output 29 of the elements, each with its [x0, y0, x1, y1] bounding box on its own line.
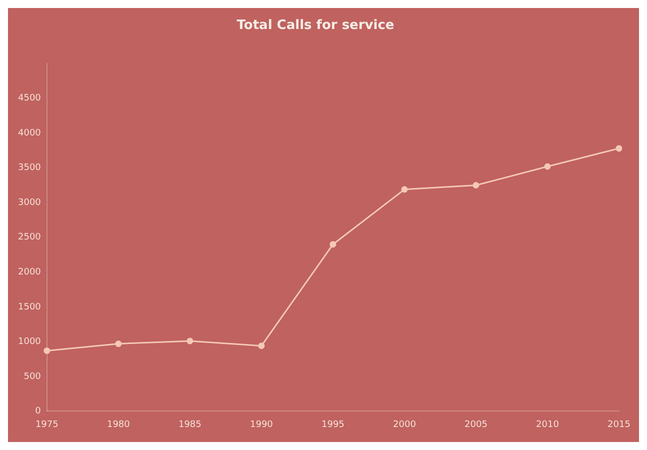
point	[186, 338, 194, 344]
y-tick-label: 2500	[18, 232, 42, 243]
x-tick-label: 2000	[393, 420, 416, 430]
y-tick-label: 4500	[18, 94, 42, 104]
y-tick-label: 1500	[18, 302, 42, 312]
point	[401, 186, 408, 193]
y-tick-label: 1000	[18, 337, 42, 348]
point	[44, 347, 50, 354]
y-tick-label: 2000	[18, 268, 42, 278]
chart-title: Total Calls for service	[236, 18, 394, 34]
x-tick-label: 1985	[178, 420, 202, 430]
x-tick-label: 1995	[322, 420, 344, 430]
point	[616, 145, 622, 152]
x-tick-label: 2010	[536, 420, 560, 430]
x-tick-label: 2015	[608, 420, 630, 430]
x-tick-label: 1980	[106, 420, 130, 430]
y-tick-label: 4000	[18, 128, 42, 138]
point	[544, 163, 551, 170]
y-tick-label: 3500	[18, 163, 42, 174]
y-tick-label: 500	[24, 372, 42, 382]
x-tick-label: 2005	[464, 420, 488, 430]
point	[258, 342, 265, 350]
point	[115, 340, 122, 348]
x-tick-label: 1990	[250, 420, 274, 430]
point	[472, 182, 480, 189]
y-tick-label: 0	[35, 406, 42, 417]
y-tick-label: 3000	[18, 198, 42, 208]
x-tick-label: 1975	[35, 420, 58, 430]
point	[330, 241, 336, 248]
